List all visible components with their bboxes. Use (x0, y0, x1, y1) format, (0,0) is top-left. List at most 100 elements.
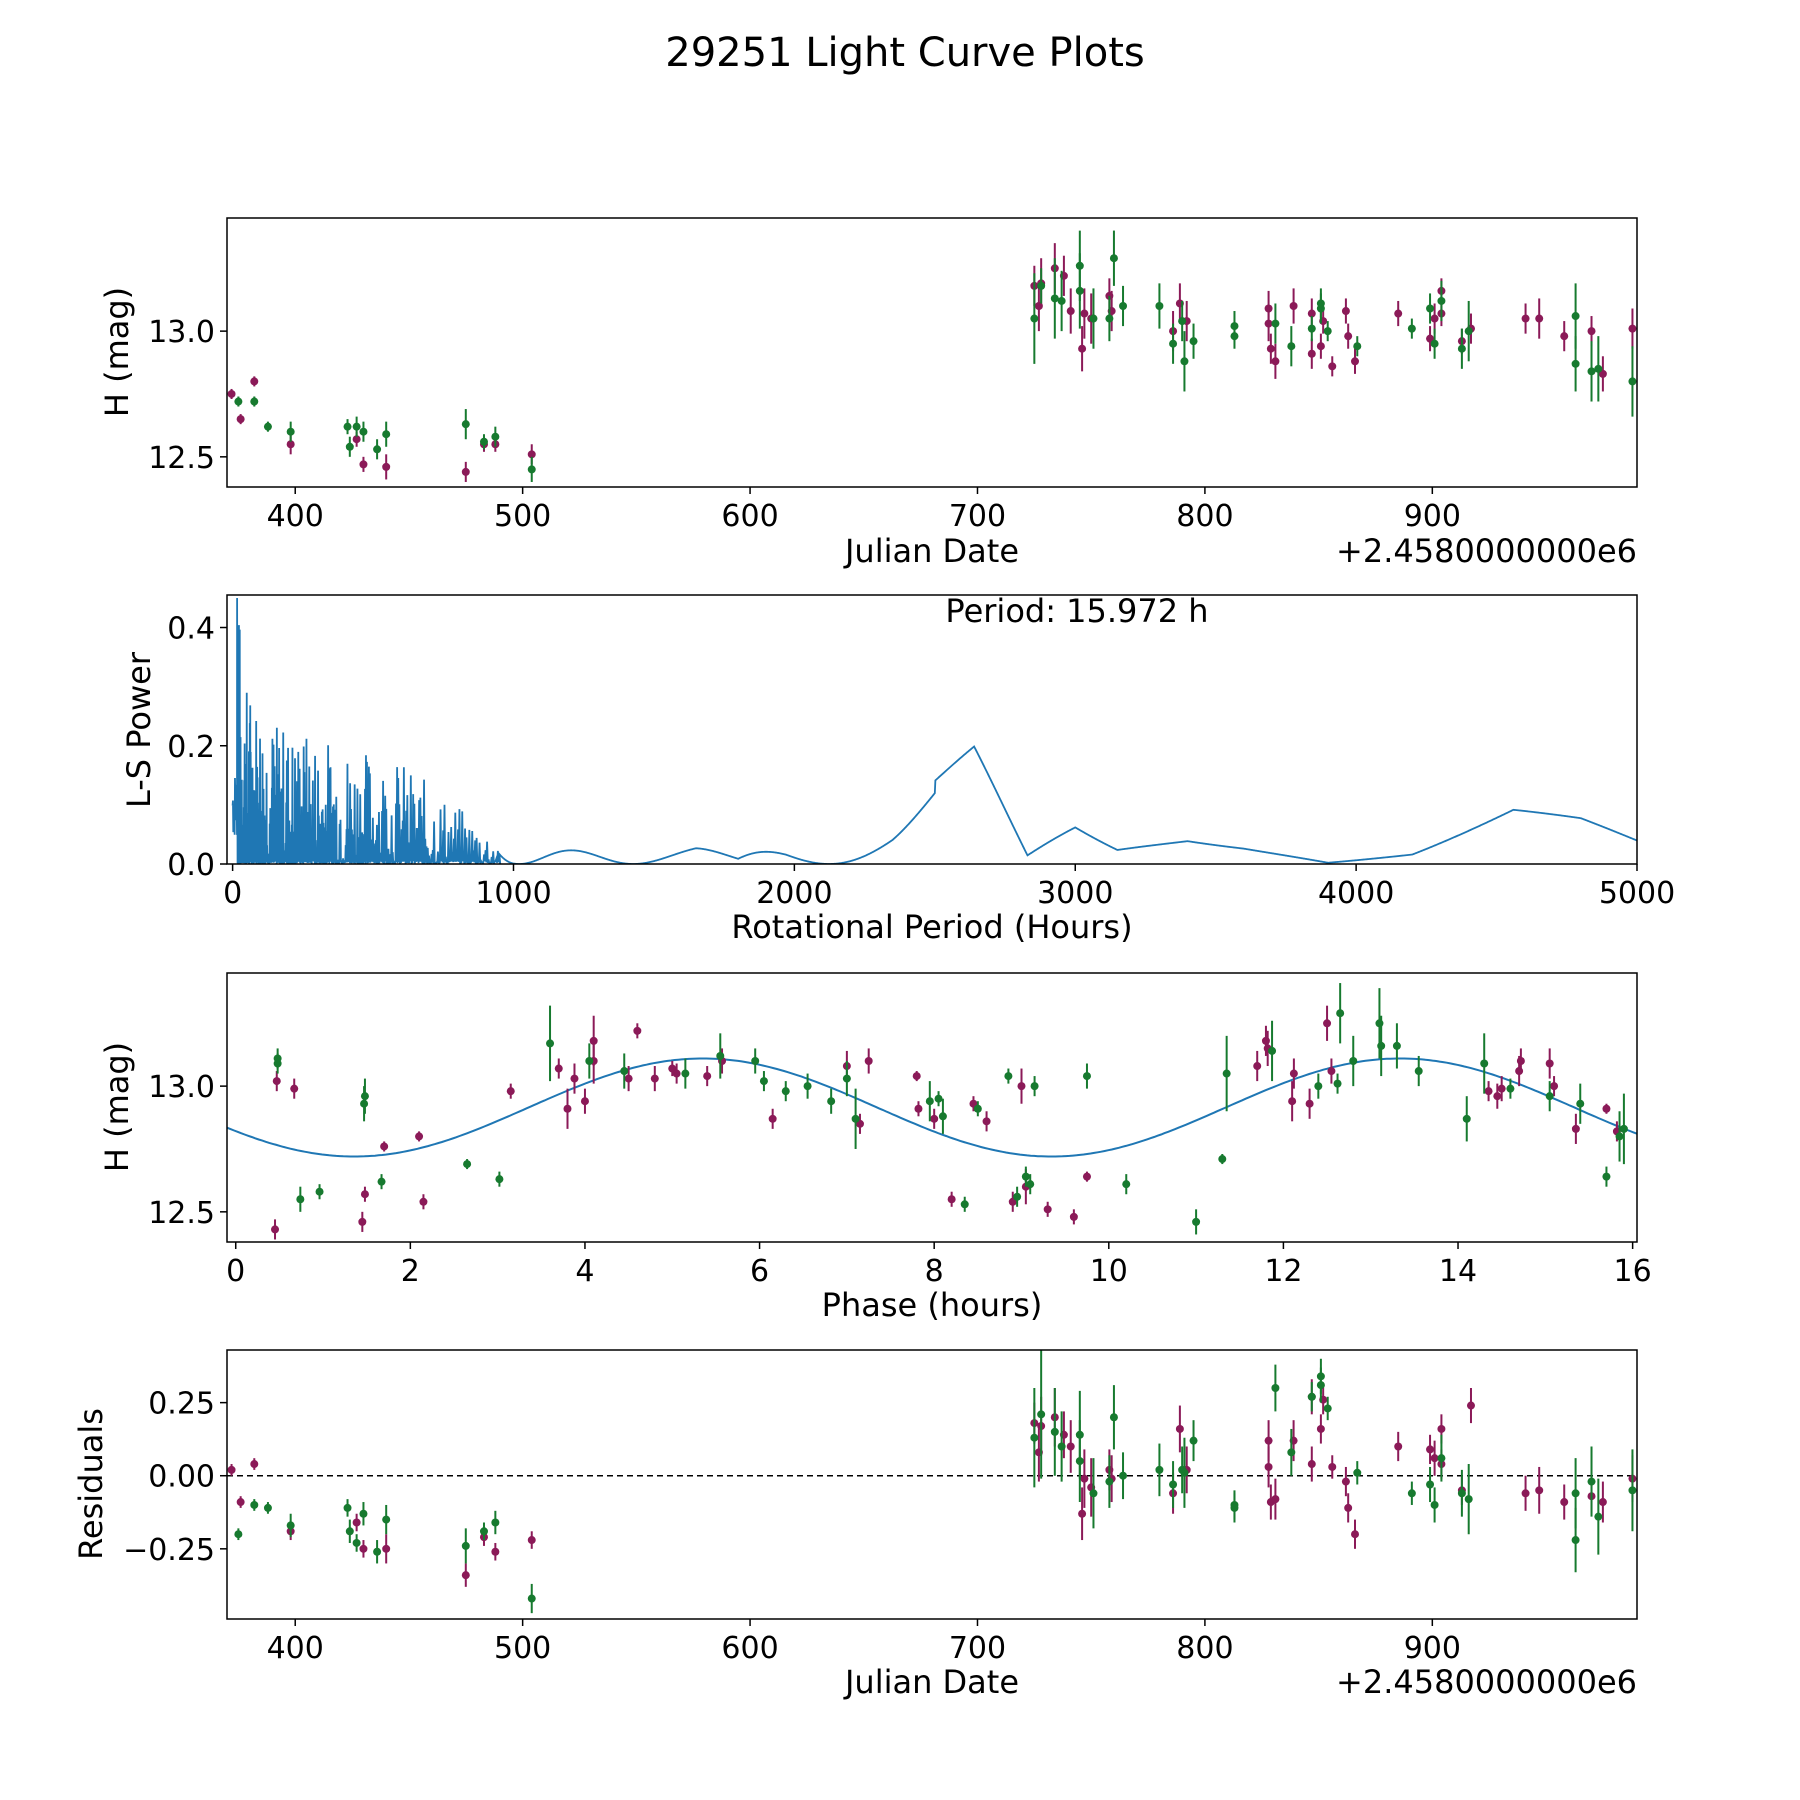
data-point (1516, 1056, 1525, 1065)
data-point (1119, 1471, 1128, 1480)
data-point (315, 1187, 324, 1196)
data-point (1230, 1503, 1239, 1512)
data-point (1289, 1069, 1298, 1078)
data-point (1344, 332, 1353, 341)
data-point (1628, 377, 1637, 386)
data-point (1037, 1410, 1046, 1419)
data-point (934, 1094, 943, 1103)
data-point (1571, 359, 1580, 368)
data-point (1021, 1172, 1030, 1181)
data-point (527, 465, 536, 474)
data-point (620, 1067, 629, 1076)
data-point (1341, 307, 1350, 316)
x-tick-label: 900 (1404, 499, 1461, 534)
data-point (1057, 296, 1066, 305)
data-point (463, 1160, 472, 1169)
data-point (1175, 1424, 1184, 1433)
data-point (1004, 1072, 1013, 1081)
data-point (1105, 314, 1114, 323)
data-point (751, 1056, 760, 1065)
data-point (768, 1114, 777, 1123)
data-point (1075, 261, 1084, 270)
y-tick-label: 13.0 (148, 315, 215, 350)
data-point (479, 1527, 488, 1536)
data-point (1192, 1217, 1201, 1226)
data-point (650, 1074, 659, 1083)
data-point (1628, 324, 1637, 333)
data-point (759, 1077, 768, 1086)
data-point (703, 1072, 712, 1081)
data-point (1307, 309, 1316, 318)
data-point (1619, 1124, 1628, 1133)
x-tick-label: 2 (401, 1254, 420, 1289)
y-tick-label: 13.0 (148, 1070, 215, 1105)
data-point (461, 420, 470, 429)
panel-phase-frame (226, 972, 1638, 1243)
data-point (1426, 1445, 1435, 1454)
panel-phase-ylabel: H (mag) (98, 1042, 136, 1172)
data-point (1271, 357, 1280, 366)
x-tick-label: 1000 (475, 876, 551, 911)
data-point (1602, 1104, 1611, 1113)
panel-residuals-ylabel: Residuals (72, 1408, 110, 1560)
data-point (1535, 314, 1544, 323)
data-point (1462, 1114, 1471, 1123)
data-point (1222, 1069, 1231, 1078)
data-point (1394, 1442, 1403, 1451)
x-tick-label: 10 (1090, 1254, 1128, 1289)
data-point (1480, 1059, 1489, 1068)
data-point (1288, 1097, 1297, 1106)
data-point (352, 422, 361, 431)
data-point (1271, 1495, 1280, 1504)
data-point (1323, 1019, 1332, 1028)
y-tick-label: 12.5 (148, 1196, 215, 1231)
data-point (1066, 1442, 1075, 1451)
data-point (1305, 1099, 1314, 1108)
figure-title: 29251 Light Curve Plots (665, 30, 1144, 76)
data-point (227, 389, 236, 398)
series-green (273, 983, 1628, 1235)
series-purple (271, 1005, 1621, 1240)
data-point (419, 1197, 428, 1206)
data-point (271, 1225, 280, 1234)
data-point (1316, 1372, 1325, 1381)
data-point (461, 1571, 470, 1580)
data-point (359, 1544, 368, 1553)
data-point (1351, 357, 1359, 366)
data-point (1307, 1392, 1316, 1401)
data-point (1430, 1500, 1439, 1509)
y-tick-label: 0.4 (167, 612, 215, 647)
panel-residuals-marks (227, 1350, 1637, 1614)
x-tick-label: 4000 (1318, 876, 1394, 911)
panel-phase: 0 2 4 6 8 10 12 14 16 12.5 13.0 Phase (hours) H (m… (98, 972, 1652, 1324)
data-point (286, 1521, 295, 1530)
y-tick-label: 0.00 (148, 1460, 215, 1495)
data-point (1030, 314, 1039, 323)
period-annotation: Period: 15.972 h (945, 592, 1208, 630)
data-point (1266, 344, 1275, 353)
data-point (633, 1026, 642, 1035)
data-point (359, 460, 368, 469)
data-point (360, 1190, 369, 1199)
data-point (1535, 1486, 1544, 1495)
data-point (1457, 344, 1466, 353)
data-point (1271, 1384, 1280, 1393)
panel-periodogram-ticks: 0 1000 2000 3000 4000 5000 0.0 0.2 0.4 (167, 612, 1675, 911)
panel-periodogram-marks (231, 597, 1637, 864)
series-purple (227, 1379, 1637, 1587)
data-point (1375, 1019, 1384, 1028)
panel-light-curve-marks (227, 230, 1637, 482)
data-point (1050, 294, 1059, 303)
data-point (495, 1175, 504, 1184)
data-point (1437, 1454, 1446, 1463)
data-point (1169, 1480, 1178, 1489)
panel-residuals-ticks: 400 500 600 700 800 900 −0.25 0.00 0.25 (123, 1387, 1461, 1666)
data-point (1407, 324, 1416, 333)
panel-periodogram-frame (226, 594, 1638, 865)
data-point (1080, 309, 1089, 318)
data-point (1169, 339, 1178, 348)
data-point (1341, 1477, 1350, 1486)
data-point (382, 1544, 391, 1553)
data-point (982, 1117, 991, 1126)
